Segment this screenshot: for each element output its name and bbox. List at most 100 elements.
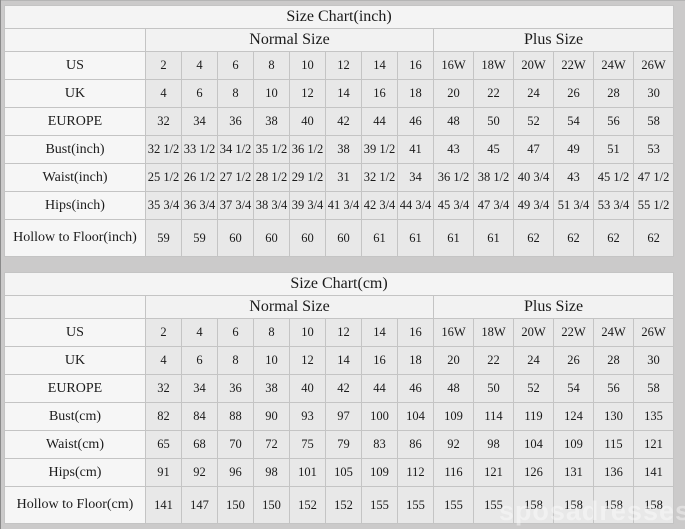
size-cell: 28 (593, 346, 634, 375)
size-cell: 47 1/2 (632, 163, 675, 192)
size-cell: 4 (145, 79, 182, 108)
size-cell: 93 (289, 402, 326, 431)
size-cell: 119 (513, 402, 554, 431)
size-cell: 6 (217, 51, 254, 80)
size-cell: 96 (217, 458, 254, 487)
table-row: Bust(cm) 82 84 88 90 93 97 100 104 109 114 119 124 13… (4, 402, 675, 431)
size-cell: 54 (553, 107, 594, 136)
size-cell: 20 (433, 79, 474, 108)
size-cell: 38 (253, 374, 290, 403)
table-row: EUROPE 32 34 36 38 40 42 44 46 48 50 52 54 56 58 (4, 107, 675, 136)
size-cell: 36 (217, 107, 254, 136)
size-cell: 101 (289, 458, 326, 487)
size-cell: 30 (632, 346, 675, 375)
size-cell: 121 (632, 430, 675, 459)
size-cell: 68 (181, 430, 218, 459)
size-cell: 4 (145, 346, 182, 375)
size-cell: 51 (593, 135, 634, 164)
size-cell: 14 (325, 79, 362, 108)
size-cell: 131 (553, 458, 594, 487)
size-cell: 37 3/4 (217, 191, 254, 220)
size-chart-inch-table: Size Chart(inch) Normal Size Plus Size U… (3, 5, 675, 257)
size-cell: 8 (253, 51, 290, 80)
size-cell: 45 (473, 135, 514, 164)
size-cell: 83 (361, 430, 398, 459)
row-label: Bust(cm) (4, 402, 146, 431)
size-cell: 44 3/4 (397, 191, 434, 220)
table-group-header-row: Normal Size Plus Size (4, 28, 675, 52)
row-label: EUROPE (4, 374, 146, 403)
size-cell: 50 (473, 374, 514, 403)
size-cell: 32 (145, 107, 182, 136)
size-cell: 60 (289, 219, 326, 257)
size-cell: 84 (181, 402, 218, 431)
size-cell: 62 (593, 219, 634, 257)
size-cell: 20W (513, 318, 554, 347)
corner-cell (4, 295, 146, 319)
size-cell: 112 (397, 458, 434, 487)
size-cell: 91 (145, 458, 182, 487)
size-cell: 61 (397, 219, 434, 257)
size-cell: 51 3/4 (553, 191, 594, 220)
size-cell: 8 (253, 318, 290, 347)
size-cell: 61 (473, 219, 514, 257)
size-cell: 158 (632, 486, 675, 524)
size-cell: 60 (253, 219, 290, 257)
size-cell: 20 (433, 346, 474, 375)
size-cell: 62 (632, 219, 675, 257)
size-cell: 70 (217, 430, 254, 459)
size-cell: 39 3/4 (289, 191, 326, 220)
size-cell: 61 (433, 219, 474, 257)
size-cell: 43 (553, 163, 594, 192)
size-cell: 36 1/2 (433, 163, 474, 192)
size-cell: 26 (553, 79, 594, 108)
size-cell: 47 3/4 (473, 191, 514, 220)
size-cell: 56 (593, 374, 634, 403)
corner-cell (4, 28, 146, 52)
size-cell: 26 (553, 346, 594, 375)
size-cell: 109 (433, 402, 474, 431)
size-cell: 20W (513, 51, 554, 80)
size-cell: 18W (473, 318, 514, 347)
row-label: Waist(inch) (4, 163, 146, 192)
table-title-row: Size Chart(cm) (3, 272, 675, 296)
size-cell: 121 (473, 458, 514, 487)
size-cell: 29 1/2 (289, 163, 326, 192)
size-cell: 109 (361, 458, 398, 487)
size-cell: 54 (553, 374, 594, 403)
size-cell: 12 (325, 318, 362, 347)
size-cell: 58 (632, 374, 675, 403)
size-cell: 24 (513, 79, 554, 108)
table-title-row: Size Chart(inch) (3, 5, 675, 29)
table-row: UK 4 6 8 10 12 14 16 18 20 22 24 26 28 30 (4, 79, 675, 108)
size-cell: 75 (289, 430, 326, 459)
size-cell: 22W (553, 51, 594, 80)
size-cell: 158 (553, 486, 594, 524)
size-cell: 62 (553, 219, 594, 257)
size-cell: 82 (145, 402, 182, 431)
size-cell: 109 (553, 430, 594, 459)
size-cell: 36 3/4 (181, 191, 218, 220)
size-cell: 150 (217, 486, 254, 524)
size-cell: 38 (325, 135, 362, 164)
size-cell: 152 (289, 486, 326, 524)
row-label: UK (4, 346, 146, 375)
size-cell: 105 (325, 458, 362, 487)
size-cell: 16 (361, 79, 398, 108)
size-cell: 136 (593, 458, 634, 487)
size-cell: 62 (513, 219, 554, 257)
size-cell: 42 3/4 (361, 191, 398, 220)
size-cell: 124 (553, 402, 594, 431)
table-title: Size Chart(inch) (3, 5, 675, 29)
table-row: US 2 4 6 8 10 12 14 16 16W 18W 20W 22W 24W 26W (4, 318, 675, 347)
size-cell: 141 (632, 458, 675, 487)
size-cell: 46 (397, 374, 434, 403)
row-label: EUROPE (4, 107, 146, 136)
row-label: Bust(inch) (4, 135, 146, 164)
size-cell: 16 (361, 346, 398, 375)
table-group-header-row: Normal Size Plus Size (4, 295, 675, 319)
size-cell: 25 1/2 (145, 163, 182, 192)
size-cell: 48 (433, 107, 474, 136)
size-cell: 100 (361, 402, 398, 431)
